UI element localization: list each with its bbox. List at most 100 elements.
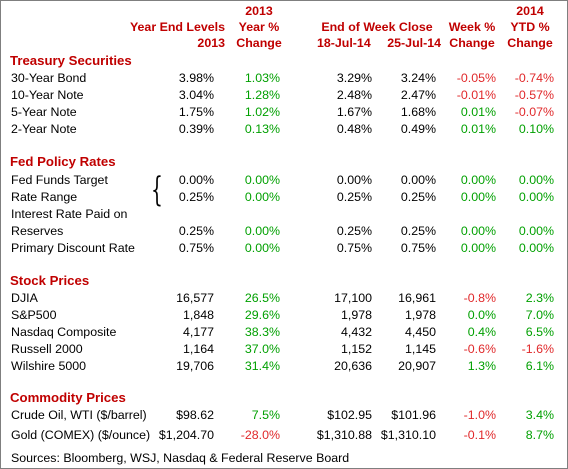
row-label: Primary Discount Rate bbox=[11, 241, 135, 255]
cell-v2013: 0.39% bbox=[178, 122, 214, 136]
section-title-fed: Fed Policy Rates bbox=[10, 154, 116, 169]
cell-chg2013: 0.00% bbox=[244, 224, 280, 238]
cell-jul18: 1,978 bbox=[340, 308, 372, 322]
table-row: Crude Oil, WTI ($/barrel) $98.62 7.5% $102.… bbox=[1, 407, 567, 424]
cell-week: 0.4% bbox=[467, 325, 496, 339]
table-row: 10-Year Note 3.04% 1.28% 2.48% 2.47% -0.01% -0… bbox=[1, 87, 567, 104]
cell-chg2013: 1.02% bbox=[244, 105, 280, 119]
cell-ytd: 0.00% bbox=[518, 224, 554, 238]
table-row: Nasdaq Composite 4,177 38.3% 4,432 4,450 0.4%… bbox=[1, 324, 567, 341]
cell-jul25: 1.68% bbox=[400, 105, 436, 119]
source-note: Sources: Bloomberg, WSJ, Nasdaq & Federa… bbox=[11, 451, 350, 465]
cell-v2013: 0.25% bbox=[178, 224, 214, 238]
header-2013-change-line1: 2013 bbox=[245, 4, 273, 18]
cell-week: 0.00% bbox=[460, 173, 496, 187]
cell-ytd: 6.5% bbox=[525, 325, 554, 339]
cell-ytd: -1.6% bbox=[521, 342, 554, 356]
row-label: 5-Year Note bbox=[11, 105, 77, 119]
row-label: Fed Funds Target bbox=[11, 173, 108, 187]
cell-ytd: -0.74% bbox=[514, 71, 554, 85]
cell-jul18: 1,152 bbox=[340, 342, 372, 356]
cell-jul18: 0.75% bbox=[336, 241, 372, 255]
row-label: Nasdaq Composite bbox=[11, 325, 117, 339]
cell-chg2013: 0.00% bbox=[244, 241, 280, 255]
row-label: 2-Year Note bbox=[11, 122, 77, 136]
table-row: 30-Year Bond 3.98% 1.03% 3.29% 3.24% -0.05% -0… bbox=[1, 70, 567, 87]
cell-week: 0.00% bbox=[460, 241, 496, 255]
section-title-stocks: Stock Prices bbox=[10, 273, 90, 288]
cell-v2013: 4,177 bbox=[182, 325, 214, 339]
cell-jul18: 20,636 bbox=[334, 359, 372, 373]
row-label: 10-Year Note bbox=[11, 88, 84, 102]
cell-ytd: 0.10% bbox=[518, 122, 554, 136]
cell-ytd: 0.00% bbox=[518, 190, 554, 204]
cell-ytd: 2.3% bbox=[525, 291, 554, 305]
table-row: Interest Rate Paid on bbox=[1, 206, 567, 223]
cell-jul18: 0.48% bbox=[336, 122, 372, 136]
cell-ytd: -0.57% bbox=[514, 88, 554, 102]
header-week-change: Week % Change bbox=[443, 19, 501, 51]
table-row: Gold (COMEX) ($/ounce) $1,204.70 -28.0% $1,… bbox=[1, 427, 567, 444]
cell-jul18: 2.48% bbox=[336, 88, 372, 102]
cell-chg2013: 31.4% bbox=[244, 359, 280, 373]
header-week-close-line1: End of Week Close bbox=[321, 20, 433, 34]
cell-week: -0.05% bbox=[456, 71, 496, 85]
cell-chg2013: 37.0% bbox=[244, 342, 280, 356]
cell-v2013: 1.75% bbox=[178, 105, 214, 119]
cell-jul25: 1,978 bbox=[404, 308, 436, 322]
header-week-change-line2: Change bbox=[449, 36, 495, 50]
cell-jul18: 0.25% bbox=[336, 190, 372, 204]
cell-v2013: 1,164 bbox=[182, 342, 214, 356]
cell-v2013: 16,577 bbox=[176, 291, 214, 305]
row-label: Crude Oil, WTI ($/barrel) bbox=[11, 408, 147, 422]
cell-ytd: -0.07% bbox=[514, 105, 554, 119]
cell-v2013: 19,706 bbox=[176, 359, 214, 373]
cell-v2013: $98.62 bbox=[176, 408, 214, 422]
row-label: Interest Rate Paid on bbox=[11, 207, 128, 221]
cell-chg2013: 26.5% bbox=[244, 291, 280, 305]
cell-chg2013: 0.13% bbox=[244, 122, 280, 136]
header-jul18: 18-Jul-14 bbox=[317, 36, 371, 50]
cell-jul25: 4,450 bbox=[404, 325, 436, 339]
cell-jul25: 1,145 bbox=[404, 342, 436, 356]
fed-funds-brace: { bbox=[151, 170, 163, 210]
cell-chg2013: 7.5% bbox=[251, 408, 280, 422]
section-title-treasury: Treasury Securities bbox=[10, 53, 132, 68]
cell-chg2013: 0.00% bbox=[244, 190, 280, 204]
table-row: Primary Discount Rate 0.75% 0.00% 0.75% 0.75… bbox=[1, 240, 567, 257]
cell-chg2013: 38.3% bbox=[244, 325, 280, 339]
cell-week: -0.01% bbox=[456, 88, 496, 102]
cell-chg2013: 1.28% bbox=[244, 88, 280, 102]
row-label: Gold (COMEX) ($/ounce) bbox=[11, 428, 151, 442]
cell-week: -0.1% bbox=[463, 428, 496, 442]
cell-v2013: 0.25% bbox=[178, 190, 214, 204]
cell-week: 0.00% bbox=[460, 224, 496, 238]
cell-jul25: 0.00% bbox=[400, 173, 436, 187]
table-row: 2-Year Note 0.39% 0.13% 0.48% 0.49% 0.01% 0.10… bbox=[1, 121, 567, 138]
cell-v2013: 1,848 bbox=[182, 308, 214, 322]
cell-week: 0.0% bbox=[467, 308, 496, 322]
row-label: Russell 2000 bbox=[11, 342, 83, 356]
table-row: Fed Funds Target 0.00% 0.00% 0.00% 0.00% 0.00… bbox=[1, 172, 567, 189]
cell-jul25: 16,961 bbox=[398, 291, 436, 305]
row-label: Rate Range bbox=[11, 190, 78, 204]
cell-chg2013: 1.03% bbox=[244, 71, 280, 85]
row-label: Wilshire 5000 bbox=[11, 359, 87, 373]
cell-v2013: 3.98% bbox=[178, 71, 214, 85]
cell-jul25: 0.25% bbox=[400, 224, 436, 238]
table-row: Reserves 0.25% 0.00% 0.25% 0.25% 0.00% 0.00% bbox=[1, 223, 567, 240]
header-2013-change-line3: Change bbox=[236, 36, 282, 50]
row-label: 30-Year Bond bbox=[11, 71, 87, 85]
header-2013-change: 2013 Year % Change bbox=[229, 3, 289, 51]
cell-week: 0.01% bbox=[460, 105, 496, 119]
cell-jul18: 0.00% bbox=[336, 173, 372, 187]
cell-v2013: 3.04% bbox=[178, 88, 214, 102]
cell-jul25: $101.96 bbox=[391, 408, 436, 422]
header-year-end-line2: 2013 bbox=[197, 36, 225, 50]
cell-jul18: 17,100 bbox=[334, 291, 372, 305]
cell-jul25: $1,310.10 bbox=[380, 428, 436, 442]
cell-jul25: 2.47% bbox=[400, 88, 436, 102]
cell-jul18: 3.29% bbox=[336, 71, 372, 85]
cell-jul18: $102.95 bbox=[327, 408, 372, 422]
